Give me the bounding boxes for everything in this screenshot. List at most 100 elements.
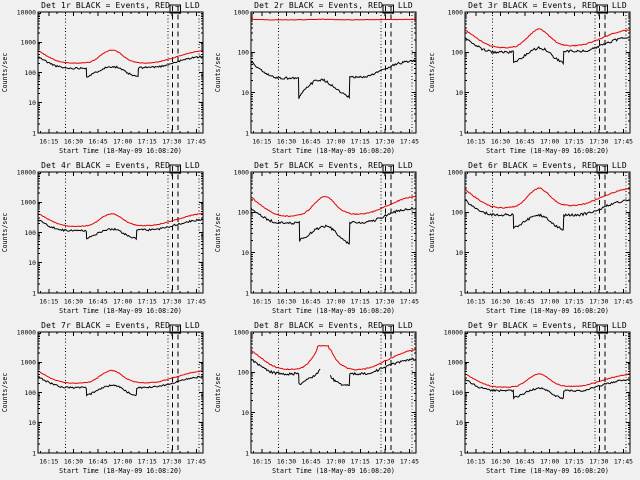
axes	[37, 11, 204, 134]
series-lld-line	[464, 187, 630, 209]
axes	[464, 171, 631, 294]
x-tick-label: 17:45	[187, 457, 206, 465]
y-tick-label: 1000	[447, 8, 463, 16]
y-tick-label: 100	[24, 229, 36, 237]
x-tick-label: 16:45	[302, 457, 321, 465]
time-marker-lines	[491, 166, 627, 293]
y-tick-label: 10	[455, 419, 463, 427]
y-tick-label: 100	[238, 369, 250, 377]
x-tick-label: 17:45	[613, 137, 632, 145]
x-tick-label: 17:45	[400, 297, 419, 305]
y-tick-label: 1	[459, 129, 463, 137]
x-tick-label: 17:15	[138, 297, 157, 305]
panel-title: Det 3r BLACK = Events, RED = LLD	[468, 1, 627, 10]
x-tick-label: 16:30	[491, 137, 510, 145]
x-tick-label: 17:15	[138, 137, 157, 145]
x-tick-label: 17:00	[540, 137, 559, 145]
axes	[37, 171, 204, 294]
time-marker-lines	[64, 6, 200, 133]
y-tick-label: 1000	[447, 359, 463, 367]
series-events-line	[464, 199, 630, 231]
x-tick-label: 17:00	[540, 297, 559, 305]
x-tick-label: 16:30	[491, 297, 510, 305]
y-tick-label: 100	[238, 209, 250, 217]
x-tick-label: 16:15	[253, 297, 272, 305]
series-lld-line	[464, 28, 630, 49]
y-tick-label: 10000	[17, 328, 36, 336]
x-tick-label: 17:30	[589, 457, 608, 465]
x-tick-label: 17:15	[351, 137, 370, 145]
x-tick-label: 17:30	[162, 457, 181, 465]
time-marker-lines	[278, 166, 413, 293]
x-axis-label: Start Time (18-May-09 16:08:20)	[486, 147, 609, 155]
axes	[464, 331, 631, 454]
panel-det-3r: Det 3r BLACK = Events, RED = LLD 1000 100 1…	[427, 0, 640, 160]
x-axis-label: Start Time (18-May-09 16:08:20)	[59, 467, 182, 475]
series-events-line	[37, 218, 204, 241]
y-tick-label: 10000	[443, 328, 462, 336]
y-tick-label: 1	[32, 449, 36, 457]
x-tick-label: 16:45	[88, 297, 107, 305]
x-tick-label: 17:00	[113, 137, 132, 145]
y-tick-label: 10	[28, 419, 36, 427]
x-tick-label: 16:15	[39, 137, 58, 145]
x-tick-label: 16:30	[64, 137, 83, 145]
x-tick-label: 17:00	[113, 457, 132, 465]
y-tick-label: 1000	[21, 39, 37, 47]
panel-title: Det 9r BLACK = Events, RED = LLD	[468, 321, 627, 330]
chart-det-3r: Det 3r BLACK = Events, RED = LLD 1000 100 1…	[428, 1, 633, 155]
x-tick-label: 17:00	[113, 297, 132, 305]
chart-det-5r: Det 5r BLACK = Events, RED = LLD 1000 100 1…	[214, 161, 419, 315]
series-events-line	[251, 357, 417, 386]
panel-title: Det 6r BLACK = Events, RED = LLD	[468, 161, 627, 170]
flag-box-marker	[596, 164, 608, 174]
x-tick-label: 17:15	[138, 457, 157, 465]
flag-box-marker	[382, 164, 395, 174]
x-tick-label: 16:45	[515, 137, 534, 145]
series-lld-line	[37, 212, 204, 227]
x-axis-label: Start Time (18-May-09 16:08:20)	[272, 147, 395, 155]
flag-box-marker	[169, 324, 181, 334]
x-tick-label: 17:00	[540, 457, 559, 465]
x-tick-label: 16:30	[64, 457, 83, 465]
x-tick-label: 16:15	[253, 137, 272, 145]
x-tick-label: 16:45	[515, 297, 534, 305]
axes	[464, 11, 631, 134]
series-events-line	[38, 375, 204, 397]
y-axis-label: Counts/sec	[1, 373, 9, 413]
x-tick-label: 17:30	[589, 297, 608, 305]
time-marker-lines	[64, 166, 200, 293]
y-tick-label: 1000	[447, 168, 463, 176]
y-tick-label: 10000	[17, 8, 36, 16]
x-tick-label: 16:15	[466, 297, 485, 305]
x-tick-label: 16:45	[88, 457, 107, 465]
y-tick-label: 1000	[234, 168, 250, 176]
x-tick-label: 16:45	[515, 457, 534, 465]
panel-title: Det 4r BLACK = Events, RED = LLD	[41, 161, 200, 170]
flag-box-marker	[596, 4, 608, 14]
y-axis-label: Counts/sec	[428, 373, 436, 413]
x-tick-label: 16:45	[302, 137, 321, 145]
y-tick-label: 1	[245, 129, 249, 137]
x-tick-label: 17:00	[326, 137, 345, 145]
y-tick-label: 10000	[17, 168, 36, 176]
x-tick-label: 17:45	[400, 457, 419, 465]
panel-det-6r: Det 6r BLACK = Events, RED = LLD 1000 100 1…	[427, 160, 640, 320]
y-tick-label: 1000	[234, 8, 250, 16]
axes	[37, 331, 204, 454]
chart-det-2r: Det 2r BLACK = Events, RED = LLD 1000 100 1…	[214, 1, 419, 155]
y-tick-label: 1	[459, 289, 463, 297]
y-axis-label: Counts/sec	[214, 213, 222, 253]
series-events-line	[37, 55, 204, 78]
x-tick-label: 16:30	[277, 297, 296, 305]
flag-box-marker	[382, 324, 395, 334]
panel-det-8r: Det 8r BLACK = Events, RED = LLD 1000 100 1…	[213, 320, 426, 480]
x-tick-label: 17:30	[162, 297, 181, 305]
y-tick-label: 1	[32, 129, 36, 137]
y-axis-label: Counts/sec	[1, 213, 9, 253]
panel-title: Det 2r BLACK = Events, RED = LLD	[255, 1, 414, 10]
y-tick-label: 100	[451, 209, 463, 217]
x-tick-label: 16:15	[39, 457, 58, 465]
x-axis-label: Start Time (18-May-09 16:08:20)	[272, 467, 395, 475]
